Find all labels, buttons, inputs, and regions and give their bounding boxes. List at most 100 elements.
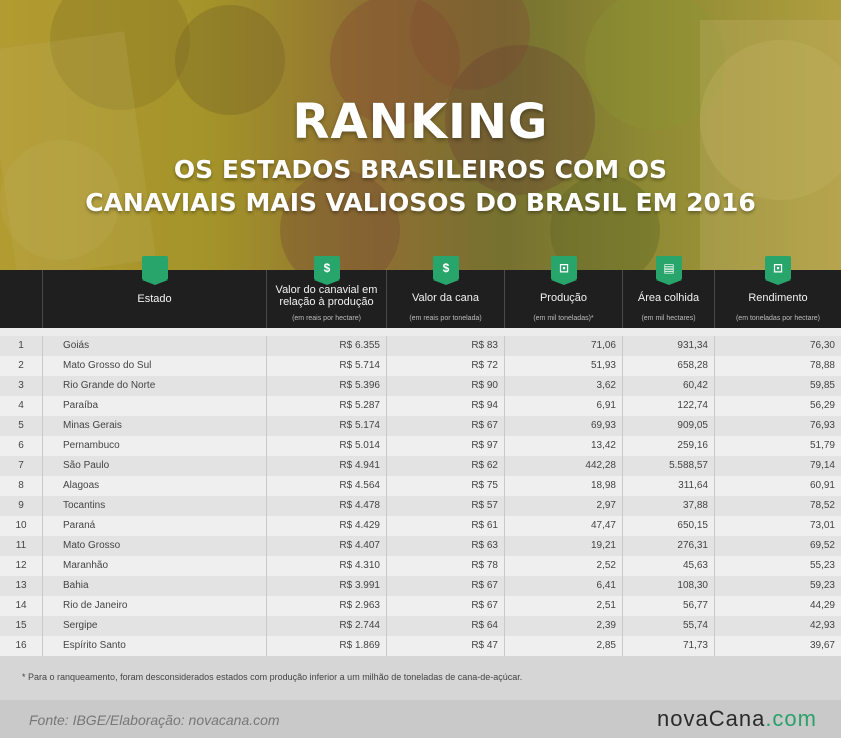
table-row: 1 Goiás R$ 6.355 R$ 83 71,06 931,34 76,30 [0,336,841,356]
cell-rendimento: 79,14 [714,456,841,476]
cell-rendimento: 39,67 [714,636,841,656]
cell-producao: 18,98 [504,476,622,496]
cell-valor-cana: R$ 94 [386,396,504,416]
cell-area-colhida: 5.588,57 [622,456,714,476]
cell-producao: 69,93 [504,416,622,436]
cell-rank: 11 [15,540,27,551]
cell-valor-cana: R$ 78 [386,556,504,576]
cell-rendimento: 69,52 [714,536,841,556]
table-row: 10 Paraná R$ 4.429 R$ 61 47,47 650,15 73,01 [0,516,841,536]
cell-area-colhida: 45,63 [622,556,714,576]
cell-valor-cana: R$ 61 [386,516,504,536]
cell-valor-canavial: R$ 6.355 [266,336,386,356]
cell-valor-canavial: R$ 4.564 [266,476,386,496]
cell-valor-cana: R$ 47 [386,636,504,656]
subtitle-line-1: OS ESTADOS BRASILEIROS COM OS [173,155,668,184]
column-label: Área colhida [637,292,700,304]
cell-valor-cana: R$ 83 [386,336,504,356]
cell-rank: 7 [18,460,24,471]
cell-valor-canavial: R$ 4.310 [266,556,386,576]
cell-area-colhida: 37,88 [622,496,714,516]
cell-estado: Pernambuco [42,436,266,456]
cell-rank: 4 [18,400,24,411]
cell-estado: Sergipe [42,616,266,636]
cell-rendimento: 44,29 [714,596,841,616]
cell-rendimento: 55,23 [714,556,841,576]
cell-rank: 15 [15,620,27,631]
cell-valor-cana: R$ 64 [386,616,504,636]
column-label: Produção [539,292,588,304]
cell-producao: 2,52 [504,556,622,576]
cell-producao: 19,21 [504,536,622,556]
cell-estado: Bahia [42,576,266,596]
cell-valor-cana: R$ 90 [386,376,504,396]
cell-rendimento: 56,29 [714,396,841,416]
table-row: 7 São Paulo R$ 4.941 R$ 62 442,28 5.588,57 79,… [0,456,841,476]
cell-valor-canavial: R$ 4.407 [266,536,386,556]
dollar-icon: $ [433,256,459,285]
logo-suffix: .com [765,706,817,731]
cell-producao: 442,28 [504,456,622,476]
header-banner: RANKING OS ESTADOS BRASILEIROS COM OS CA… [0,0,841,270]
cell-valor-cana: R$ 67 [386,596,504,616]
cell-rank: 3 [18,380,24,391]
column-label: Valor do canavial em relação à produção [275,284,378,308]
cell-valor-cana: R$ 75 [386,476,504,496]
table-row: 14 Rio de Janeiro R$ 2.963 R$ 67 2,51 56,77 44… [0,596,841,616]
novacana-logo: novaCana.com [657,706,817,732]
cell-estado: Alagoas [42,476,266,496]
cell-valor-cana: R$ 63 [386,536,504,556]
cell-valor-canavial: R$ 1.869 [266,636,386,656]
cell-producao: 3,62 [504,376,622,396]
cell-rank: 1 [18,340,24,351]
cell-estado: Maranhão [42,556,266,576]
column-header-valor-cana: $ Valor da cana (em reais por tonelada) [386,256,504,328]
cell-producao: 13,42 [504,436,622,456]
page-title: RANKING [292,94,549,150]
cell-estado: Rio Grande do Norte [42,376,266,396]
cell-estado: Paraíba [42,396,266,416]
column-header-rendimento: ⊡ Rendimento (em toneladas por hectare) [714,256,841,328]
cell-producao: 6,41 [504,576,622,596]
cell-rank: 12 [15,560,27,571]
cell-rendimento: 73,01 [714,516,841,536]
background-collage-image [0,0,841,270]
cell-estado: Tocantins [42,496,266,516]
cell-rendimento: 78,88 [714,356,841,376]
cell-rendimento: 76,30 [714,336,841,356]
footnote: * Para o ranqueamento, foram desconsider… [22,672,523,682]
cell-valor-canavial: R$ 3.991 [266,576,386,596]
cell-producao: 6,91 [504,396,622,416]
cell-rank: 6 [18,440,24,451]
cell-rendimento: 51,79 [714,436,841,456]
table-row: 4 Paraíba R$ 5.287 R$ 94 6,91 122,74 56,29 [0,396,841,416]
cell-producao: 51,93 [504,356,622,376]
column-header-producao: ⊡ Produção (em mil toneladas)* [504,256,622,328]
column-label: Valor da cana [411,292,480,304]
cell-area-colhida: 931,34 [622,336,714,356]
cell-estado: Goiás [42,336,266,356]
table-row: 5 Minas Gerais R$ 5.174 R$ 67 69,93 909,05 76,… [0,416,841,436]
cell-rendimento: 76,93 [714,416,841,436]
table-row: 16 Espírito Santo R$ 1.869 R$ 47 2,85 71,73 39… [0,636,841,656]
cell-valor-cana: R$ 57 [386,496,504,516]
cell-rank: 2 [18,360,24,371]
column-header-valor-canavial: $ Valor do canavial em relação à produçã… [266,256,386,328]
cell-valor-cana: R$ 67 [386,416,504,436]
table-row: 3 Rio Grande do Norte R$ 5.396 R$ 90 3,62 60,… [0,376,841,396]
cell-valor-canavial: R$ 5.174 [266,416,386,436]
cell-valor-canavial: R$ 5.396 [266,376,386,396]
cell-producao: 2,39 [504,616,622,636]
cell-rendimento: 42,93 [714,616,841,636]
column-unit: (em reais por hectare) [292,315,361,322]
cell-area-colhida: 122,74 [622,396,714,416]
cell-valor-cana: R$ 72 [386,356,504,376]
cell-producao: 47,47 [504,516,622,536]
cell-rank: 16 [15,640,27,651]
cell-valor-canavial: R$ 4.941 [266,456,386,476]
cell-rank: 10 [15,520,27,531]
column-header-rank [0,270,42,328]
column-label: Rendimento [748,292,808,304]
weight-icon: ⊡ [551,256,577,285]
